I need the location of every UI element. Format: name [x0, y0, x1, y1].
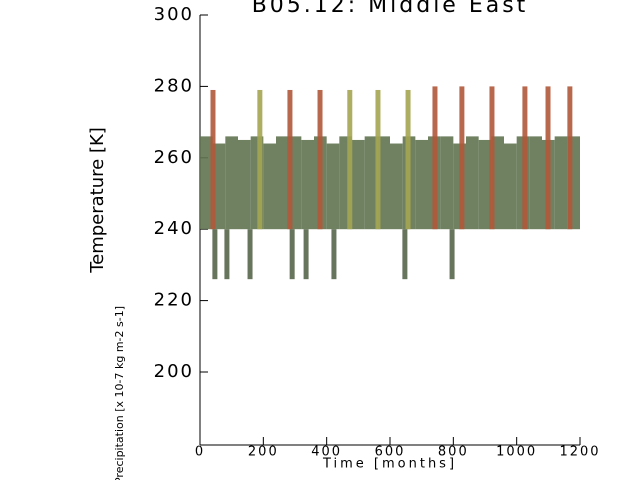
bar — [466, 136, 479, 230]
bar — [491, 136, 504, 230]
x-tick-label: 400 — [311, 445, 342, 460]
x-tick-label: 200 — [248, 445, 279, 460]
y-tick-label: 300 — [154, 4, 194, 25]
bar — [263, 143, 276, 230]
y-tick-label: 260 — [154, 147, 194, 168]
x-tick-label: 0 — [195, 445, 205, 460]
bar — [364, 136, 378, 230]
bar — [317, 89, 323, 230]
bar — [405, 89, 411, 230]
bar — [377, 136, 390, 230]
y-tick-label: 240 — [154, 218, 194, 239]
bar — [440, 136, 454, 230]
bar — [415, 139, 428, 230]
y-axis-label: Temperature [K] — [87, 127, 108, 274]
bar — [504, 143, 517, 230]
bar — [390, 143, 403, 230]
x-tick-label: 1200 — [559, 445, 600, 460]
bar — [200, 136, 213, 230]
bar — [432, 86, 438, 230]
bar — [567, 86, 573, 230]
bar — [522, 86, 528, 230]
bar — [289, 229, 295, 280]
bar — [352, 139, 365, 230]
bar — [554, 136, 568, 230]
bar — [225, 136, 238, 230]
bar — [459, 86, 465, 230]
bar — [212, 143, 226, 230]
bar — [331, 229, 337, 280]
bar — [224, 229, 230, 280]
bar — [489, 86, 495, 230]
bar — [276, 136, 289, 230]
bar — [402, 229, 408, 280]
bar — [347, 89, 353, 230]
y-tick-label: 200 — [154, 361, 194, 382]
bar — [301, 139, 314, 230]
bar — [545, 86, 551, 230]
y-tick-label: 220 — [154, 290, 194, 311]
x-axis-label: Time [months] — [322, 457, 457, 472]
bar — [326, 143, 340, 230]
bar — [238, 139, 251, 230]
y-tick-label: 280 — [154, 75, 194, 96]
bar — [303, 229, 309, 280]
bar — [449, 229, 455, 280]
bar — [247, 229, 253, 280]
x-tick-label: 1000 — [496, 445, 537, 460]
bar — [212, 229, 218, 280]
precip-axis-label: Precipitation [x 10-7 kg m-2 s-1] — [113, 306, 126, 480]
x-tick-label: 600 — [375, 445, 406, 460]
bar — [529, 136, 542, 230]
bar — [287, 89, 293, 230]
bar — [257, 89, 263, 230]
bar — [210, 89, 216, 230]
bar — [478, 139, 492, 230]
x-tick-label: 800 — [438, 445, 469, 460]
chart-title: B05.12: Middle East — [252, 0, 529, 18]
bar — [375, 89, 381, 230]
